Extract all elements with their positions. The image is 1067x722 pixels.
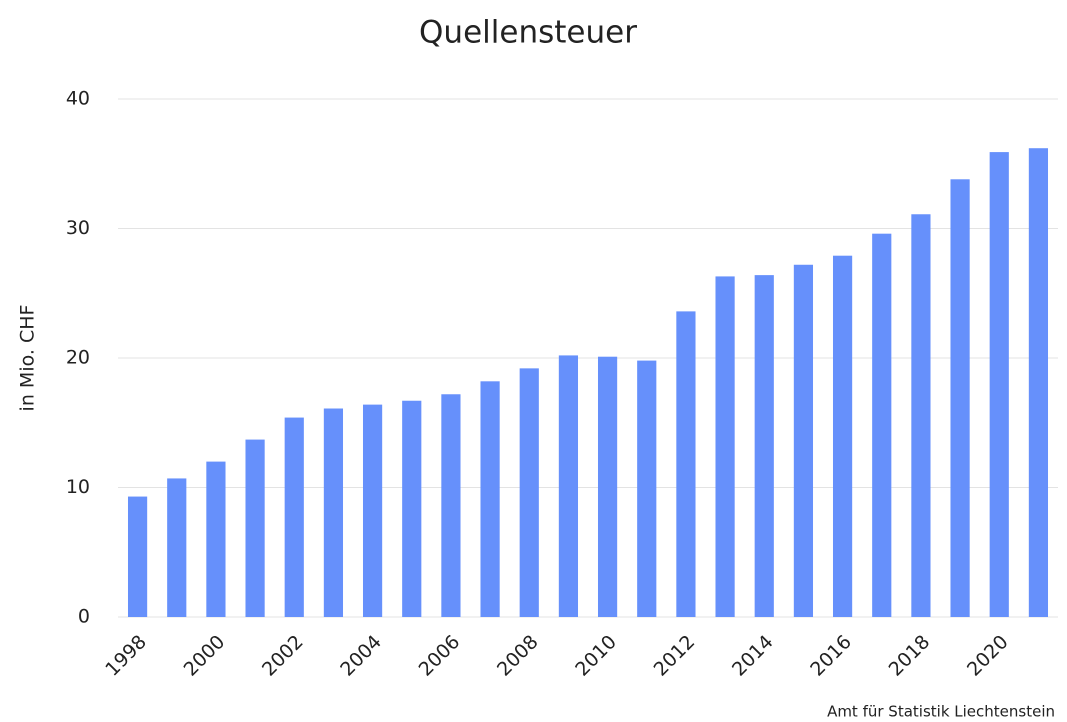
bar [245,439,265,617]
bar [676,311,696,617]
bar [872,233,892,617]
x-tick-label: 2002 [258,631,308,681]
x-tick-label: 1998 [101,631,151,681]
chart-title: Quellensteuer [419,15,637,51]
x-tick-label: 2020 [963,631,1013,681]
bar [519,368,539,617]
x-tick-label: 2018 [885,631,935,681]
bar [480,381,500,617]
bar [127,496,148,617]
bar [989,152,1009,617]
bar [1028,148,1049,617]
y-tick-label: 10 [66,476,90,498]
bar [637,360,657,617]
bar [362,404,383,617]
bar [832,255,853,617]
x-tick-label: 2006 [415,631,465,681]
bar [206,461,226,617]
x-tick-label: 2004 [336,631,386,681]
bar [441,394,461,617]
bar [284,417,304,617]
source-note: Amt für Statistik Liechtenstein [827,703,1055,721]
bar [950,179,970,618]
x-tick-label: 2008 [493,631,543,681]
x-tick-label: 2016 [806,631,856,681]
x-tick-label: 2010 [571,631,621,681]
bar [597,356,618,617]
bar [167,478,187,617]
bar [793,264,814,617]
y-tick-label: 20 [66,347,90,369]
x-tick-label: 2012 [650,631,700,681]
bar [558,355,579,617]
bar [323,408,344,617]
bar [402,400,422,617]
y-tick-label: 40 [66,88,90,110]
x-tick-label: 2014 [728,631,778,681]
y-tick-label: 0 [78,606,90,628]
bar [715,276,735,617]
y-tick-label: 30 [66,217,90,239]
bar [911,214,931,617]
bar [754,275,774,617]
x-tick-label: 2000 [180,631,230,681]
y-axis-label: in Mio. CHF [17,305,39,412]
